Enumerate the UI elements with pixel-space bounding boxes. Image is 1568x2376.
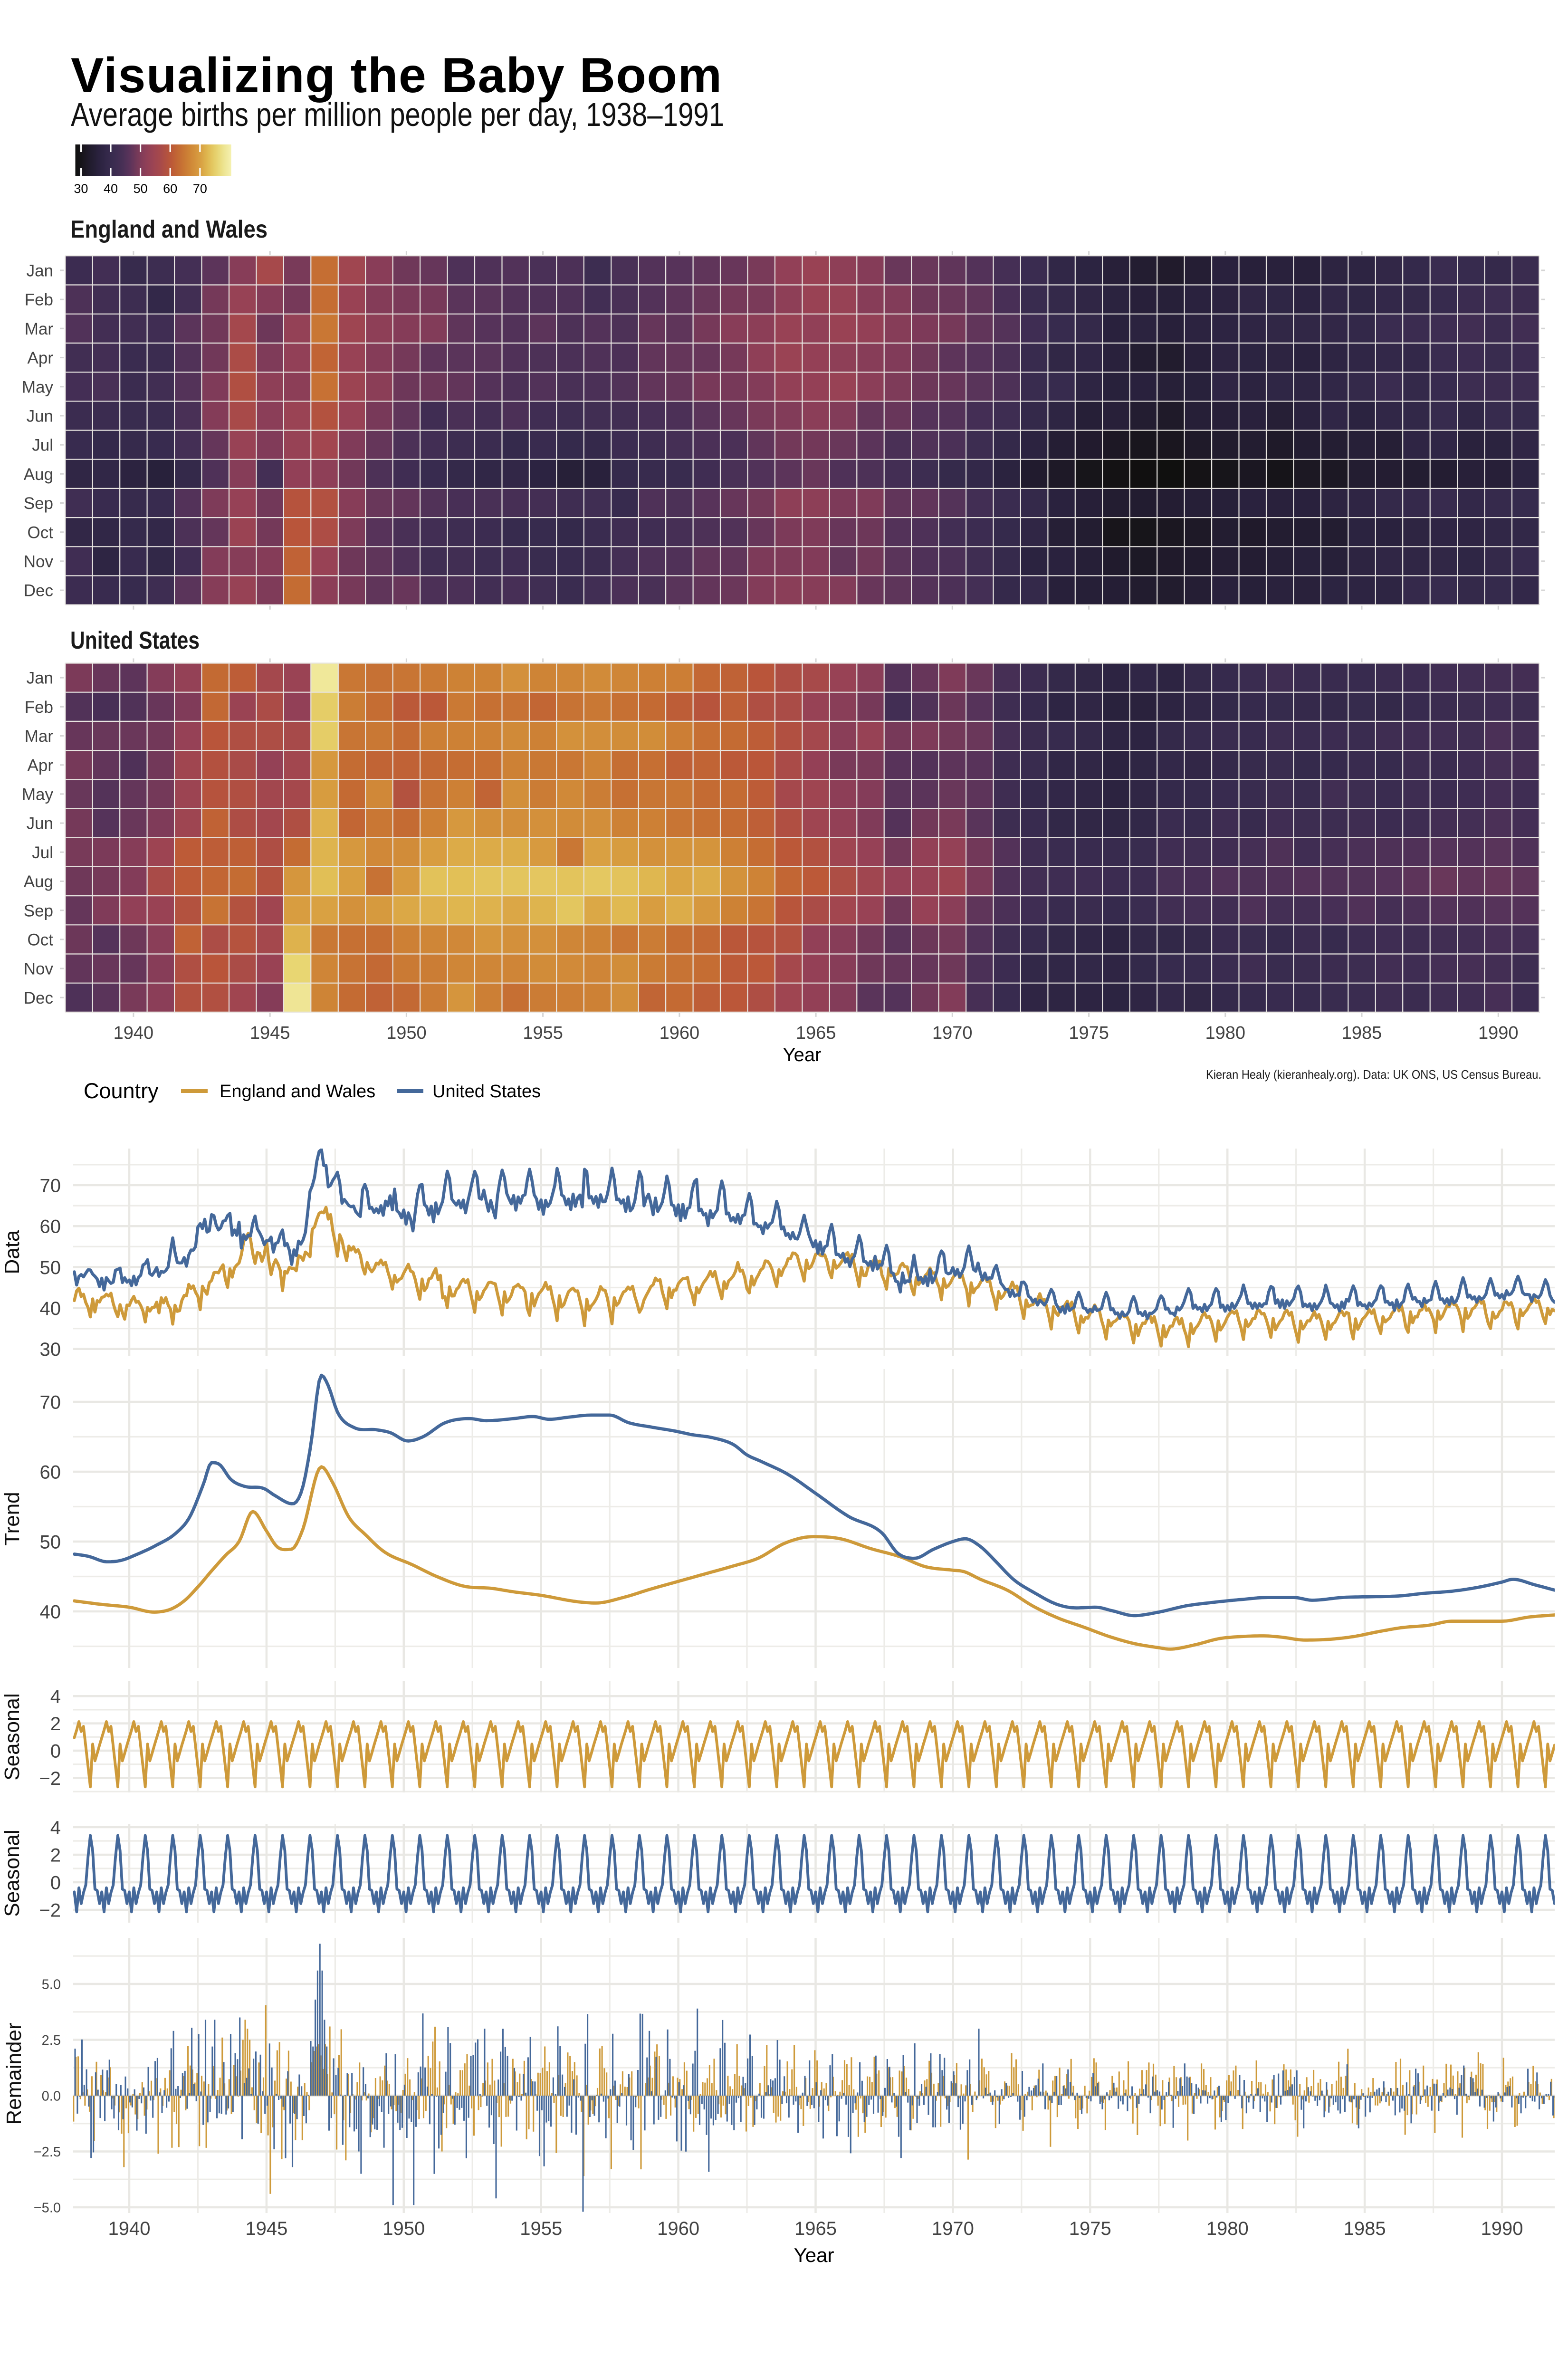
svg-text:Mar: Mar	[25, 320, 54, 338]
svg-text:40: 40	[40, 1298, 61, 1319]
svg-text:−2: −2	[39, 1768, 61, 1789]
svg-text:1985: 1985	[1342, 1023, 1382, 1043]
svg-text:Feb: Feb	[25, 698, 53, 717]
svg-text:70: 70	[40, 1175, 61, 1196]
svg-text:Year: Year	[783, 1044, 822, 1065]
svg-text:60: 60	[163, 182, 177, 196]
svg-text:Nov: Nov	[24, 553, 54, 571]
svg-text:0: 0	[50, 1872, 61, 1893]
svg-text:1975: 1975	[1069, 1023, 1109, 1043]
svg-text:Kieran Healy (kieranhealy.org): Kieran Healy (kieranhealy.org). Data: UK…	[1206, 1067, 1541, 1082]
svg-text:0: 0	[50, 1741, 61, 1762]
svg-text:Aug: Aug	[24, 465, 53, 484]
svg-text:May: May	[22, 378, 54, 396]
svg-text:1990: 1990	[1478, 1023, 1519, 1043]
svg-text:60: 60	[40, 1217, 61, 1237]
svg-text:Dec: Dec	[24, 582, 53, 600]
svg-text:1960: 1960	[660, 1023, 700, 1043]
svg-text:Apr: Apr	[28, 349, 54, 367]
svg-text:70: 70	[193, 182, 207, 196]
svg-text:1985: 1985	[1344, 2218, 1386, 2239]
svg-text:2: 2	[50, 1845, 61, 1866]
svg-text:Visualizing the Baby Boom: Visualizing the Baby Boom	[71, 48, 722, 103]
svg-text:Year: Year	[794, 2244, 834, 2266]
svg-text:Sep: Sep	[24, 494, 53, 513]
svg-text:Jun: Jun	[27, 407, 53, 426]
svg-text:1955: 1955	[520, 2218, 562, 2239]
svg-text:30: 30	[74, 182, 88, 196]
svg-text:Jul: Jul	[32, 436, 53, 455]
svg-text:1965: 1965	[794, 2218, 837, 2239]
svg-text:Feb: Feb	[25, 291, 53, 309]
svg-text:40: 40	[104, 182, 118, 196]
svg-text:1980: 1980	[1205, 1023, 1246, 1043]
svg-text:Seasonal: Seasonal	[0, 1830, 24, 1916]
svg-text:Seasonal: Seasonal	[0, 1693, 24, 1780]
svg-text:Data: Data	[0, 1230, 24, 1274]
svg-text:1945: 1945	[250, 1023, 290, 1043]
svg-text:Aug: Aug	[24, 872, 53, 891]
svg-text:Oct: Oct	[28, 523, 54, 542]
svg-text:1980: 1980	[1206, 2218, 1249, 2239]
svg-text:1965: 1965	[796, 1023, 836, 1043]
svg-text:1970: 1970	[932, 2218, 974, 2239]
svg-text:Oct: Oct	[28, 931, 54, 949]
svg-text:Sep: Sep	[24, 901, 53, 920]
svg-text:Dec: Dec	[24, 989, 53, 1007]
svg-text:Nov: Nov	[24, 960, 54, 978]
svg-text:Jun: Jun	[27, 814, 53, 833]
svg-text:Jul: Jul	[32, 843, 53, 862]
svg-text:1940: 1940	[108, 2218, 151, 2239]
svg-text:1960: 1960	[657, 2218, 699, 2239]
svg-text:1945: 1945	[245, 2218, 287, 2239]
svg-text:1950: 1950	[386, 1023, 427, 1043]
svg-text:England and Wales: England and Wales	[220, 1082, 375, 1102]
svg-text:Apr: Apr	[28, 756, 54, 775]
svg-text:Remainder: Remainder	[2, 2022, 26, 2125]
svg-text:30: 30	[40, 1339, 61, 1360]
svg-text:England and Wales: England and Wales	[70, 216, 268, 243]
svg-text:−2.5: −2.5	[34, 2145, 61, 2160]
svg-text:4: 4	[50, 1817, 61, 1838]
svg-text:Trend: Trend	[0, 1492, 24, 1545]
svg-text:4: 4	[50, 1686, 61, 1707]
svg-text:2: 2	[50, 1714, 61, 1734]
svg-text:United States: United States	[70, 627, 200, 654]
svg-text:Average births per million peo: Average births per million people per da…	[71, 96, 724, 133]
svg-text:1990: 1990	[1481, 2218, 1523, 2239]
svg-text:−5.0: −5.0	[34, 2200, 61, 2215]
svg-text:50: 50	[40, 1257, 61, 1278]
svg-text:Country: Country	[84, 1079, 159, 1103]
svg-text:Jan: Jan	[27, 669, 53, 688]
svg-text:1940: 1940	[114, 1023, 154, 1043]
svg-text:−2: −2	[39, 1900, 61, 1921]
svg-text:70: 70	[40, 1392, 61, 1413]
svg-text:1950: 1950	[382, 2218, 425, 2239]
svg-text:1970: 1970	[932, 1023, 973, 1043]
svg-text:May: May	[22, 786, 54, 804]
svg-text:50: 50	[134, 182, 148, 196]
svg-text:Jan: Jan	[27, 262, 53, 280]
svg-text:40: 40	[40, 1601, 61, 1622]
svg-text:60: 60	[40, 1462, 61, 1483]
svg-text:5.0: 5.0	[42, 1977, 61, 1992]
svg-text:50: 50	[40, 1532, 61, 1552]
svg-text:1975: 1975	[1069, 2218, 1111, 2239]
svg-text:United States: United States	[432, 1082, 541, 1102]
svg-text:Mar: Mar	[25, 727, 54, 746]
svg-text:0.0: 0.0	[42, 2089, 61, 2104]
svg-text:2.5: 2.5	[42, 2033, 61, 2048]
svg-text:1955: 1955	[523, 1023, 563, 1043]
